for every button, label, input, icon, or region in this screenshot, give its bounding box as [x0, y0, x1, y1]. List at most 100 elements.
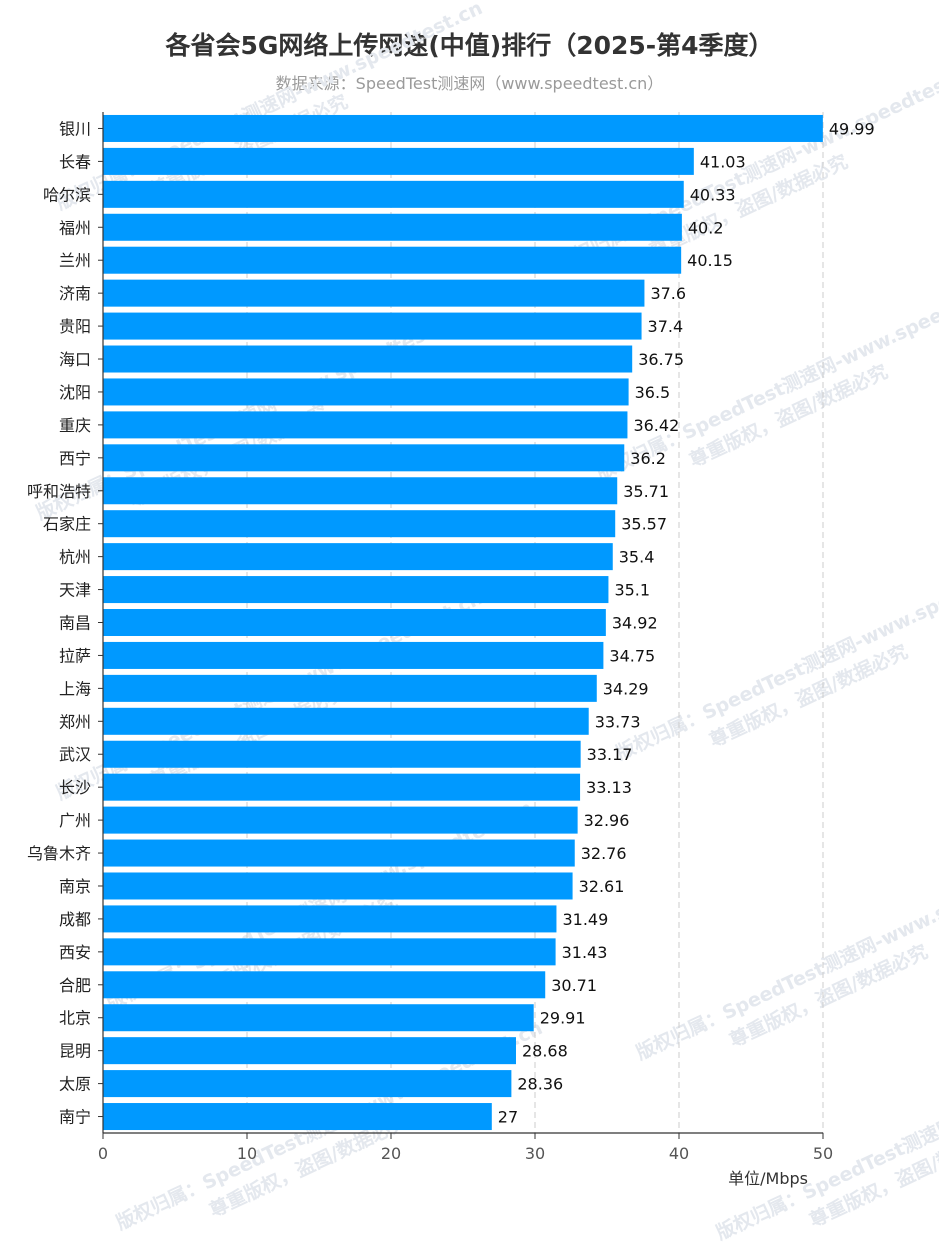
bar	[103, 1037, 516, 1065]
axes	[98, 112, 824, 1139]
chart-title: 各省会5G网络上传网速(中值)排行（2025-第4季度）	[165, 31, 774, 60]
category-label: 天津	[59, 581, 91, 600]
value-label: 37.6	[650, 284, 686, 303]
value-label: 35.1	[614, 581, 650, 600]
category-label: 郑州	[59, 712, 91, 731]
value-label: 33.17	[587, 745, 633, 764]
category-label: 长春	[59, 152, 91, 171]
bar	[103, 180, 684, 208]
category-label: 南宁	[59, 1108, 91, 1127]
bar	[103, 510, 616, 538]
bar	[103, 147, 694, 175]
bar	[103, 740, 581, 768]
category-label: 杭州	[59, 548, 91, 567]
value-label: 40.2	[688, 218, 724, 237]
value-label: 32.96	[584, 811, 630, 830]
category-label: 银川	[59, 119, 91, 138]
category-label: 武汉	[59, 745, 91, 764]
watermark: 版权归属：SpeedTest测速网-www.speedtest.cn尊重版权，盗…	[632, 846, 939, 1064]
bar	[103, 576, 609, 604]
value-label: 37.4	[648, 317, 684, 336]
value-label: 32.76	[581, 844, 627, 863]
bar	[103, 905, 557, 933]
value-label: 31.49	[562, 910, 608, 929]
x-tick-label: 10	[237, 1144, 257, 1163]
category-label: 广州	[59, 811, 91, 830]
bar	[103, 378, 629, 406]
category-label: 长沙	[59, 778, 91, 797]
bar	[103, 938, 556, 966]
bar	[103, 1004, 534, 1032]
x-tick-label: 50	[813, 1144, 833, 1163]
labels: 0 10 20 30 40 50 银川 49.99 长春 41.03 哈尔滨 40.33 福州 40.2 兰…	[27, 119, 875, 1188]
value-label: 33.73	[595, 712, 641, 731]
bar	[103, 839, 575, 867]
value-label: 40.15	[687, 251, 733, 270]
category-label: 乌鲁木齐	[27, 844, 91, 863]
bar	[103, 971, 546, 999]
value-label: 41.03	[700, 152, 746, 171]
bar	[103, 444, 625, 472]
category-label: 济南	[59, 284, 91, 303]
value-label: 30.71	[551, 976, 597, 995]
value-label: 36.75	[638, 350, 684, 369]
bar	[103, 707, 589, 735]
category-label: 成都	[59, 910, 91, 929]
value-label: 34.92	[612, 614, 658, 633]
category-label: 拉萨	[59, 646, 91, 665]
bar	[103, 477, 618, 505]
bar	[103, 773, 581, 801]
value-label: 36.42	[633, 416, 679, 435]
category-label: 兰州	[59, 251, 91, 270]
category-label: 海口	[59, 350, 91, 369]
bar	[103, 1070, 512, 1098]
category-label: 上海	[59, 679, 91, 698]
value-label: 35.4	[619, 548, 655, 567]
value-label: 34.75	[609, 646, 655, 665]
value-label: 33.13	[586, 778, 632, 797]
value-label: 49.99	[829, 119, 875, 138]
category-label: 北京	[59, 1009, 91, 1028]
bar	[103, 213, 682, 241]
category-label: 合肥	[59, 976, 91, 995]
category-label: 西安	[59, 943, 91, 962]
bar	[103, 411, 628, 439]
category-label: 西宁	[59, 449, 91, 468]
x-tick-label: 0	[98, 1144, 108, 1163]
value-label: 28.68	[522, 1042, 568, 1061]
category-label: 福州	[59, 218, 91, 237]
category-label: 贵阳	[59, 317, 91, 336]
category-label: 南昌	[59, 614, 91, 633]
category-label: 石家庄	[43, 515, 91, 534]
bars	[103, 114, 823, 1131]
value-label: 35.57	[621, 515, 667, 534]
value-label: 40.33	[690, 185, 736, 204]
value-label: 35.71	[623, 482, 669, 501]
category-label: 太原	[59, 1075, 91, 1094]
value-label: 28.36	[517, 1075, 563, 1094]
x-tick-label: 40	[669, 1144, 689, 1163]
value-label: 32.61	[579, 877, 625, 896]
bar	[103, 312, 642, 340]
watermark: 版权归属：SpeedTest测速网-www.speedtest.cn尊重版权，盗…	[612, 546, 939, 764]
value-label: 27	[498, 1108, 518, 1127]
bar	[103, 279, 645, 307]
bar	[103, 872, 573, 900]
bar	[103, 609, 606, 636]
category-label: 沈阳	[59, 383, 91, 402]
bar	[103, 114, 823, 142]
bar	[103, 543, 613, 571]
category-label: 南京	[59, 877, 91, 896]
bar	[103, 345, 633, 373]
category-label: 重庆	[59, 416, 91, 435]
x-tick-label: 30	[525, 1144, 545, 1163]
value-label: 36.2	[630, 449, 666, 468]
bar	[103, 1103, 492, 1131]
value-label: 31.43	[562, 943, 608, 962]
bar	[103, 246, 682, 274]
bar	[103, 806, 578, 834]
category-label: 哈尔滨	[43, 185, 91, 204]
value-label: 34.29	[603, 679, 649, 698]
value-label: 36.5	[635, 383, 671, 402]
